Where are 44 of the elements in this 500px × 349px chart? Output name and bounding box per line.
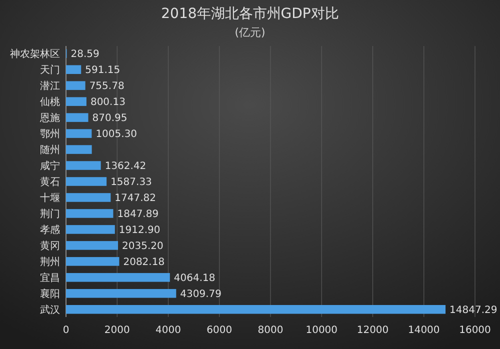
y-tick-label: 随州 [40, 144, 60, 156]
y-tick-label: 潜江 [40, 80, 60, 92]
x-tick-label: 12000 [356, 325, 389, 336]
data-label: 2035.20 [122, 240, 164, 252]
x-tick-label: 6000 [206, 325, 232, 336]
y-tick-label: 神农架林区 [10, 48, 60, 60]
chart-subtitle: (亿元) [234, 26, 266, 39]
data-label: 800.13 [90, 97, 126, 108]
data-label: 4309.79 [180, 288, 222, 300]
y-tick-label: 十堰 [40, 192, 60, 204]
x-tick-label: 4000 [156, 325, 181, 336]
data-label: 755.78 [89, 81, 124, 92]
y-tick-label: 咸宁 [40, 160, 60, 172]
y-tick-label: 荆门 [40, 208, 60, 220]
x-tick-label: 8000 [258, 325, 284, 336]
y-tick-label: 武汉 [40, 304, 60, 316]
data-label: 870.95 [92, 113, 128, 124]
data-label: 28.59 [70, 49, 100, 60]
data-label: 1747.82 [114, 192, 156, 204]
y-tick-label: 黄石 [40, 176, 60, 188]
y-tick-label: 仙桃 [40, 96, 60, 108]
data-label: 4064.18 [174, 272, 216, 284]
x-tick-label: 2000 [104, 325, 130, 336]
data-label: 1847.89 [117, 208, 159, 220]
data-label: 1587.33 [110, 177, 152, 188]
y-tick-label: 荆州 [40, 256, 60, 268]
data-label: 2082.18 [123, 256, 165, 268]
data-label: 1362.42 [104, 161, 146, 172]
y-tick-label: 恩施 [39, 112, 60, 124]
x-tick-label: 0 [62, 325, 70, 336]
x-tick-label: 16000 [459, 325, 491, 336]
x-tick-label: 10000 [306, 325, 338, 336]
y-tick-label: 黄冈 [40, 240, 60, 252]
y-tick-label: 襄阳 [40, 288, 60, 300]
chart-title: 2018年湖北各市州GDP对比 [161, 6, 339, 22]
y-tick-label: 鄂州 [40, 128, 60, 140]
data-label: 14847.29 [450, 304, 498, 316]
data-label: 1912.90 [118, 224, 160, 236]
y-tick-label: 孝感 [40, 224, 60, 236]
data-label: 1005.30 [96, 129, 138, 140]
y-tick-label: 宜昌 [40, 272, 60, 284]
data-label: 591.15 [85, 65, 120, 76]
x-tick-label: 14000 [408, 325, 440, 336]
y-tick-label: 天门 [40, 64, 60, 76]
